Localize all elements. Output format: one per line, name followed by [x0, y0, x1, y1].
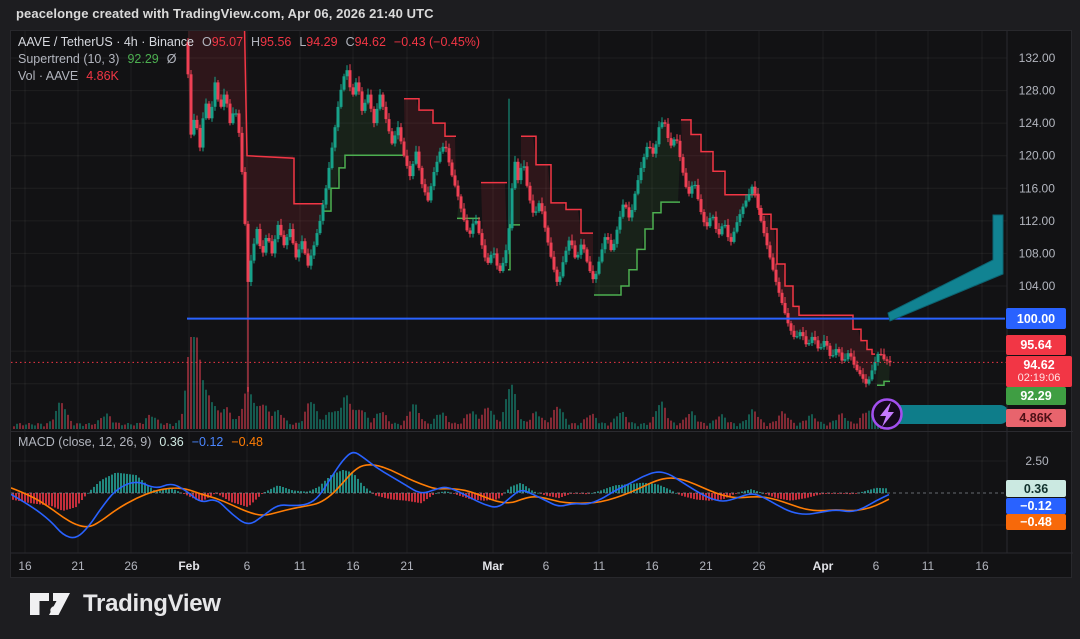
- tradingview-logo-icon: [30, 593, 70, 615]
- svg-text:128.00: 128.00: [1019, 84, 1056, 98]
- svg-text:112.00: 112.00: [1019, 214, 1055, 228]
- svg-text:21: 21: [400, 559, 414, 573]
- macd-line-value: −0.12: [191, 435, 224, 449]
- macd-histogram-layer: [12, 470, 887, 511]
- symbol-legend-row: AAVE / TetherUS · 4h · Binance O95.07 H95.…: [18, 34, 480, 51]
- supertrend-name: Supertrend (10, 3): [18, 52, 120, 66]
- level-100-badge: 100.00: [1006, 308, 1066, 329]
- ohlc-low-label: L: [299, 35, 307, 49]
- brand-name: TradingView: [83, 590, 221, 617]
- svg-text:132.00: 132.00: [1019, 51, 1056, 65]
- ohlc-open-label: O: [202, 35, 212, 49]
- time-axis-panel[interactable]: 16 21 26 Feb 6 11 16 21 Mar 6 11 16 21 26 Apr 6 11 16: [18, 559, 989, 573]
- svg-text:16: 16: [18, 559, 32, 573]
- ohlc-close-value: 94.62: [354, 35, 386, 49]
- svg-text:108.00: 108.00: [1019, 246, 1056, 260]
- current-price-badge: 94.62 02:19:06: [1006, 356, 1072, 387]
- svg-text:116.00: 116.00: [1019, 181, 1055, 195]
- drawing-layer: [11, 214, 1009, 430]
- symbol-title: AAVE / TetherUS · 4h · Binance: [18, 35, 195, 49]
- current-price-value: 94.62: [1023, 357, 1055, 372]
- svg-text:Feb: Feb: [178, 559, 199, 573]
- svg-text:2.50: 2.50: [1025, 454, 1049, 468]
- bar-countdown: 02:19:06: [1017, 371, 1061, 384]
- volume-name: Vol · AAVE: [18, 69, 79, 83]
- svg-text:11: 11: [593, 559, 606, 573]
- teal-bar-drawing[interactable]: [873, 405, 1009, 424]
- macd-signal-value: −0.48: [231, 435, 264, 449]
- volume-value: 4.86K: [86, 69, 119, 83]
- svg-text:Mar: Mar: [482, 559, 504, 573]
- macd-name: MACD (close, 12, 26, 9): [18, 435, 152, 449]
- change-value: −0.43 (−0.45%): [393, 35, 481, 49]
- svg-text:104.00: 104.00: [1019, 279, 1056, 293]
- macd-line-badge: −0.12: [1006, 498, 1066, 514]
- chart-canvas[interactable]: 132.00 128.00 124.00 120.00 116.00 112.00 108.…: [11, 31, 1073, 579]
- macd-hist-badge: 0.36: [1006, 480, 1066, 497]
- svg-text:26: 26: [124, 559, 138, 573]
- macd-lines-layer: [11, 451, 890, 539]
- svg-text:16: 16: [346, 559, 360, 573]
- svg-text:6: 6: [244, 559, 251, 573]
- supertrend-down-badge: 95.64: [1006, 335, 1066, 355]
- svg-text:11: 11: [294, 559, 307, 573]
- brand-footer[interactable]: TradingView: [28, 590, 221, 618]
- svg-text:26: 26: [752, 559, 766, 573]
- volume-layer: [13, 337, 888, 429]
- svg-text:11: 11: [922, 559, 935, 573]
- macd-hist-value: 0.36: [159, 435, 184, 449]
- svg-text:6: 6: [543, 559, 550, 573]
- svg-text:16: 16: [645, 559, 659, 573]
- ohlc-low-value: 94.29: [306, 35, 338, 49]
- svg-text:21: 21: [71, 559, 85, 573]
- volume-legend-row: Vol · AAVE 4.86K: [18, 68, 480, 85]
- svg-text:124.00: 124.00: [1019, 116, 1056, 130]
- supertrend-legend-row: Supertrend (10, 3) 92.29 Ø: [18, 51, 480, 68]
- symbol-legend: AAVE / TetherUS · 4h · Binance O95.07 H95.…: [18, 34, 480, 85]
- svg-text:Apr: Apr: [813, 559, 834, 573]
- svg-text:21: 21: [699, 559, 713, 573]
- macd-legend-row: MACD (close, 12, 26, 9) 0.36 −0.12 −0.48: [18, 435, 263, 449]
- lightning-bolt-icon: [880, 402, 894, 427]
- supertrend-line-layer: [243, 31, 890, 387]
- ohlc-open-value: 95.07: [211, 35, 244, 49]
- ohlc-close-label: C: [345, 35, 355, 49]
- separators-layer: [11, 31, 1073, 554]
- macd-signal-badge: −0.48: [1006, 514, 1066, 530]
- supertrend-up-badge: 92.29: [1006, 387, 1066, 405]
- candles-layer: [186, 38, 892, 392]
- ohlc-high-label: H: [251, 35, 261, 49]
- chart-widget: 132.00 128.00 124.00 120.00 116.00 112.00 108.…: [10, 30, 1073, 579]
- supertrend-value: 92.29: [127, 52, 159, 66]
- attribution-text: peacelonge created with TradingView.com,…: [16, 6, 434, 21]
- supertrend-suffix-icon: Ø: [166, 52, 177, 66]
- svg-text:16: 16: [975, 559, 989, 573]
- volume-badge: 4.86K: [1006, 409, 1066, 427]
- svg-text:6: 6: [873, 559, 880, 573]
- projection-arrow-drawing[interactable]: [887, 214, 1004, 322]
- price-axis-panel[interactable]: 132.00 128.00 124.00 120.00 116.00 112.00 108.…: [1019, 51, 1056, 468]
- ohlc-high-value: 95.56: [260, 35, 292, 49]
- svg-text:120.00: 120.00: [1019, 149, 1056, 163]
